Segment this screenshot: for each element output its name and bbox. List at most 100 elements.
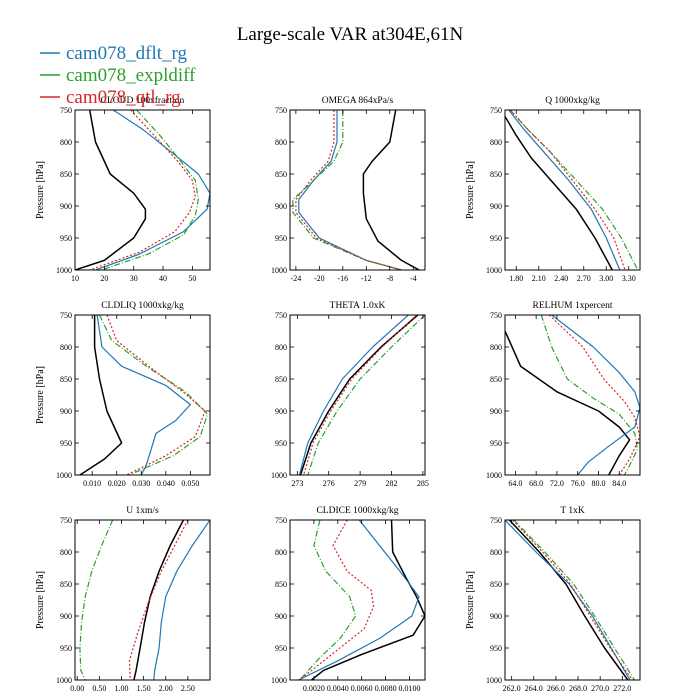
y-tick-label: 800	[275, 548, 287, 557]
y-tick-label: 900	[275, 202, 287, 211]
x-tick-label: 0.0080	[375, 684, 397, 693]
x-tick-label: 3.30	[622, 274, 636, 283]
x-tick-label: 68.0	[529, 479, 543, 488]
y-tick-label: 850	[490, 170, 502, 179]
panel-3: CLDLIQ 1000xkg/kg 750 800 850 900 950 1000 0.01…	[35, 301, 211, 488]
x-tick-label: 0.00	[70, 684, 84, 693]
x-tick-label: 3.00	[599, 274, 613, 283]
x-tick-label: 1.80	[509, 274, 523, 283]
y-tick-label: 850	[60, 170, 72, 179]
x-tick-label: 0.050	[181, 479, 199, 488]
x-tick-label: 64.0	[508, 479, 522, 488]
panel-title: RELHUM 1xpercent	[533, 301, 613, 311]
x-tick-label: 0.020	[108, 479, 126, 488]
series-group	[298, 315, 425, 475]
series-line-0	[79, 315, 123, 475]
y-tick-label: 950	[60, 439, 72, 448]
series-line-2	[540, 315, 639, 475]
panel-title: CLDICE 1000xkg/kg	[316, 506, 398, 516]
series-line-0	[505, 116, 613, 270]
y-tick-label: 950	[275, 439, 287, 448]
plot-frame	[74, 314, 211, 476]
series-line-3	[548, 315, 640, 475]
y-tick-label: 850	[275, 170, 287, 179]
x-tick-label: 0.030	[132, 479, 150, 488]
y-tick-label: 900	[275, 612, 287, 621]
y-tick-label: 900	[490, 612, 502, 621]
y-tick-label: 800	[60, 548, 72, 557]
x-tick-label: 1.50	[137, 684, 151, 693]
x-tick-label: 2.40	[554, 274, 568, 283]
y-axis-label: Pressure [hPa]	[465, 161, 476, 219]
series-group	[79, 315, 209, 475]
x-tick-label: 2.00	[159, 684, 173, 693]
series-line-3	[509, 110, 626, 270]
x-tick-label: 285	[417, 479, 429, 488]
x-tick-label: 0.0060	[351, 684, 373, 693]
y-axis-label: Pressure [hPa]	[35, 366, 46, 424]
panel-title: T 1xK	[560, 506, 585, 516]
y-tick-label: 850	[60, 580, 72, 589]
y-tick-label: 750	[60, 516, 72, 525]
legend-entry: cam078_qtl_rg	[66, 87, 181, 108]
x-tick-label: 50	[188, 274, 196, 283]
x-tick-label: 72.0	[550, 479, 564, 488]
panel-1: OMEGA 864xPa/s 750 800 850 900 950 1000 -24 -20 -…	[271, 96, 426, 283]
plot-frame	[289, 314, 426, 476]
series-line-2	[79, 520, 114, 680]
plot-frame	[289, 519, 426, 681]
x-tick-label: -20	[314, 274, 325, 283]
y-tick-label: 950	[60, 644, 72, 653]
series-line-1	[96, 315, 191, 475]
series-line-0	[508, 520, 629, 680]
y-tick-label: 900	[60, 407, 72, 416]
x-tick-label: -12	[361, 274, 372, 283]
x-tick-label: 20	[100, 274, 108, 283]
y-tick-label: 1000	[486, 676, 502, 685]
panel-title: CLOUD 100xfraction	[101, 95, 185, 106]
x-tick-label: 2.50	[181, 684, 195, 693]
x-tick-label: 10	[71, 274, 79, 283]
series-line-2	[509, 110, 639, 270]
x-tick-label: 268.0	[569, 684, 587, 693]
x-tick-label: 40	[159, 274, 167, 283]
series-line-3	[299, 520, 375, 680]
series-line-0	[299, 315, 419, 475]
x-tick-label: 2.70	[577, 274, 591, 283]
panel-5: RELHUM 1xpercent 750 800 850 900 950 1000 64.0 6…	[486, 301, 641, 488]
series-group	[298, 520, 425, 680]
x-tick-label: 84.0	[612, 479, 626, 488]
y-axis-label: Pressure [hPa]	[465, 571, 476, 629]
series-line-2	[307, 315, 425, 475]
x-tick-label: 0.50	[92, 684, 106, 693]
y-tick-label: 800	[490, 343, 502, 352]
series-line-3	[106, 315, 206, 475]
series-line-0	[505, 330, 631, 475]
series-line-1	[298, 110, 402, 270]
x-tick-label: -4	[410, 274, 417, 283]
series-line-0	[362, 110, 420, 270]
y-tick-label: 950	[490, 234, 502, 243]
series-line-3	[295, 110, 402, 270]
series-line-2	[513, 520, 636, 680]
series-line-1	[298, 315, 409, 475]
legend-entry: cam078_dflt_rg	[66, 43, 188, 64]
y-tick-label: 1000	[486, 471, 502, 480]
x-tick-label: 262.0	[503, 684, 521, 693]
panel-title: THETA 1.0xK	[330, 301, 386, 311]
y-tick-label: 1000	[56, 266, 72, 275]
series-line-1	[298, 520, 420, 680]
panel-title: OMEGA 864xPa/s	[322, 96, 394, 106]
plot-frame	[289, 109, 426, 271]
plot-frame	[504, 109, 641, 271]
y-tick-label: 1000	[271, 471, 287, 480]
y-tick-label: 900	[60, 612, 72, 621]
x-tick-label: 279	[354, 479, 366, 488]
series-line-3	[89, 110, 196, 270]
x-tick-label: 270.0	[591, 684, 609, 693]
y-tick-label: 1000	[271, 676, 287, 685]
series-line-1	[508, 110, 621, 270]
y-tick-label: 950	[275, 644, 287, 653]
x-tick-label: 76.0	[571, 479, 585, 488]
